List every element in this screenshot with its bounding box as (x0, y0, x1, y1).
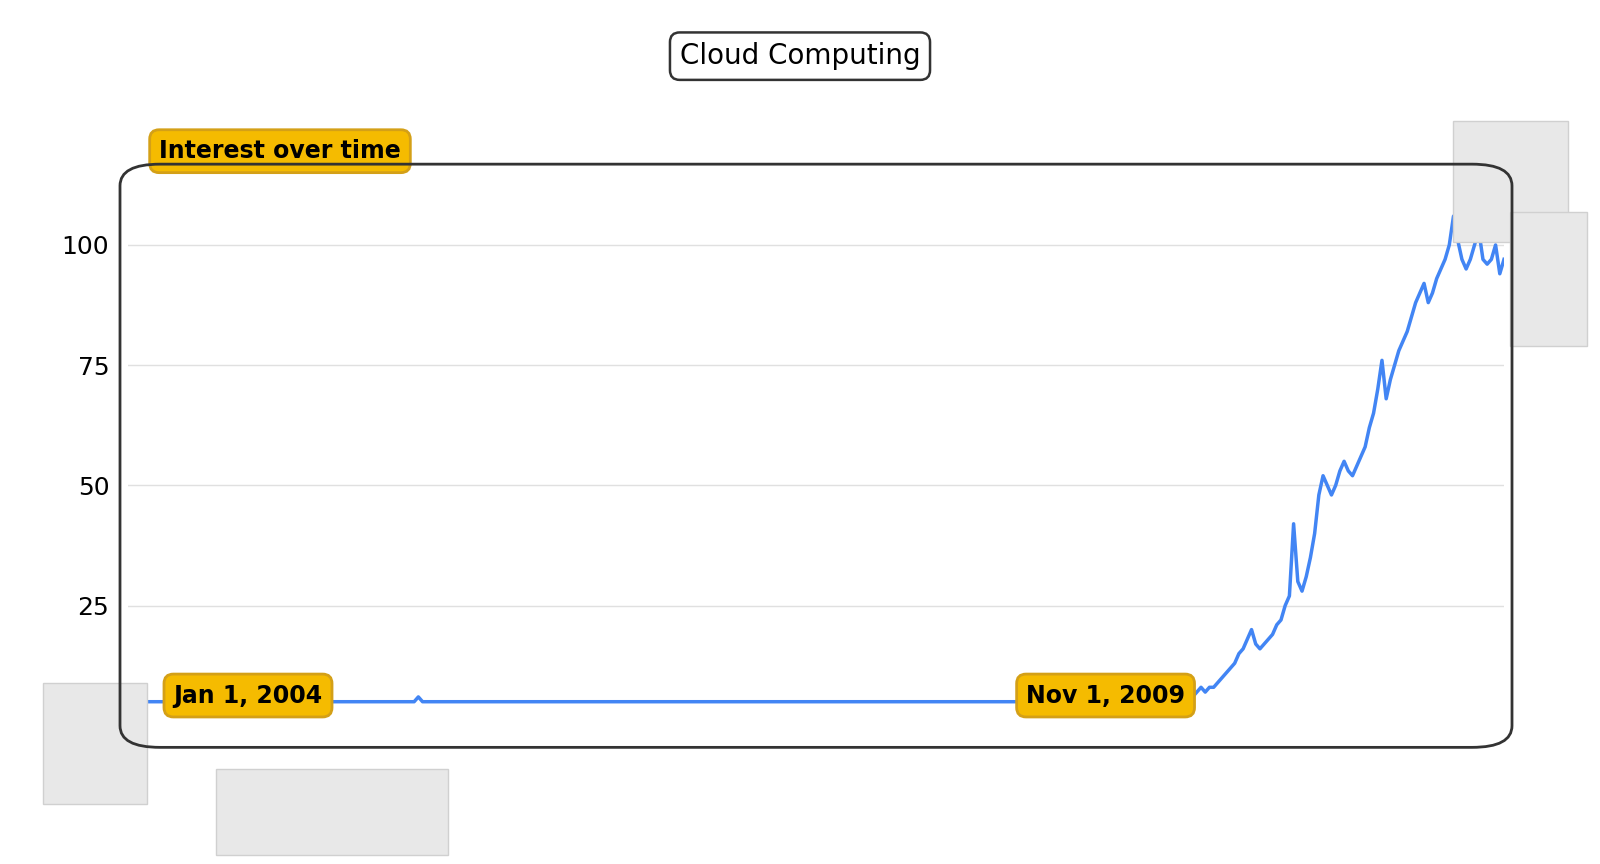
Text: Cloud Computing: Cloud Computing (680, 42, 920, 70)
Text: Interest over time: Interest over time (158, 139, 402, 163)
Text: Nov 1, 2009: Nov 1, 2009 (1026, 683, 1186, 708)
Text: Jan 1, 2004: Jan 1, 2004 (173, 683, 323, 708)
